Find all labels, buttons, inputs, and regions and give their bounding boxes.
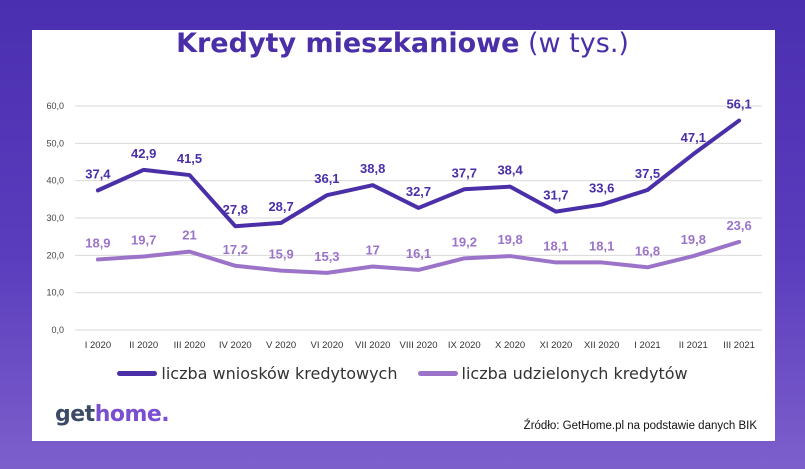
data-label: 37,5 bbox=[635, 166, 660, 181]
x-tick-label: XI 2020 bbox=[540, 340, 573, 351]
x-tick-label: III 2021 bbox=[723, 340, 755, 351]
y-tick-label: 30,0 bbox=[46, 213, 64, 223]
data-label: 23,6 bbox=[726, 218, 751, 233]
data-label: 15,3 bbox=[314, 249, 339, 264]
y-tick-label: 0,0 bbox=[51, 325, 64, 335]
x-tick-label: VIII 2020 bbox=[399, 340, 437, 351]
title-main: Kredyty mieszkaniowe bbox=[176, 28, 520, 59]
data-label: 37,7 bbox=[452, 165, 477, 180]
data-label: 18,1 bbox=[589, 238, 614, 253]
y-tick-label: 10,0 bbox=[46, 288, 64, 298]
gethome-logo: gethome. bbox=[55, 402, 170, 427]
data-label: 16,8 bbox=[635, 243, 660, 258]
title-unit: (w tys.) bbox=[527, 28, 629, 59]
data-label: 15,9 bbox=[268, 247, 293, 262]
y-tick-label: 60,0 bbox=[46, 101, 64, 111]
x-tick-label: III 2020 bbox=[174, 340, 206, 351]
data-label: 56,1 bbox=[726, 97, 751, 112]
legend: liczba wniosków kredytowych liczba udzie… bbox=[0, 364, 805, 383]
series-line-applications bbox=[95, 118, 742, 229]
x-tick-label: X 2020 bbox=[495, 340, 525, 351]
data-label: 21 bbox=[182, 228, 196, 243]
data-label: 17 bbox=[365, 243, 379, 258]
series-line-granted bbox=[95, 239, 742, 275]
data-label: 18,1 bbox=[543, 238, 568, 253]
x-tick-label: XII 2020 bbox=[584, 340, 619, 351]
data-label: 19,2 bbox=[452, 234, 477, 249]
x-tick-label: IV 2020 bbox=[219, 340, 252, 351]
legend-label-granted: liczba udzielonych kredytów bbox=[461, 364, 688, 383]
data-label: 36,1 bbox=[314, 171, 339, 186]
legend-label-applications: liczba wniosków kredytowych bbox=[161, 364, 398, 383]
data-label: 17,2 bbox=[223, 242, 248, 257]
source-note: Źródło: GetHome.pl na podstawie danych B… bbox=[523, 420, 757, 432]
data-label: 19,7 bbox=[131, 232, 156, 247]
y-tick-label: 40,0 bbox=[46, 176, 64, 186]
data-label: 27,8 bbox=[223, 202, 248, 217]
data-label: 37,4 bbox=[85, 166, 111, 181]
x-tick-label: V 2020 bbox=[266, 340, 296, 351]
x-tick-label: VI 2020 bbox=[311, 340, 344, 351]
data-label: 42,9 bbox=[131, 146, 156, 161]
y-tick-label: 20,0 bbox=[46, 250, 64, 260]
data-label: 16,1 bbox=[406, 246, 431, 261]
x-tick-label: IX 2020 bbox=[448, 340, 481, 351]
x-tick-label: VII 2020 bbox=[355, 340, 390, 351]
legend-item-granted: liczba udzielonych kredytów bbox=[417, 364, 688, 383]
legend-swatch-granted bbox=[417, 371, 458, 376]
data-label: 38,4 bbox=[497, 163, 523, 178]
x-tick-label: II 2021 bbox=[679, 340, 708, 351]
data-label: 18,9 bbox=[85, 235, 110, 250]
data-label: 32,7 bbox=[406, 184, 431, 199]
data-label: 47,1 bbox=[681, 130, 706, 145]
x-tick-label: II 2020 bbox=[129, 340, 158, 351]
chart-title: Kredyty mieszkaniowe (w tys.) bbox=[0, 28, 805, 59]
data-label: 38,8 bbox=[360, 161, 385, 176]
y-tick-label: 50,0 bbox=[46, 138, 64, 148]
data-label: 28,7 bbox=[268, 199, 293, 214]
legend-item-applications: liczba wniosków kredytowych bbox=[117, 364, 398, 383]
data-label: 41,5 bbox=[177, 151, 202, 166]
x-tick-label: I 2021 bbox=[634, 340, 660, 351]
data-label: 19,8 bbox=[681, 232, 706, 247]
data-label: 19,8 bbox=[497, 232, 522, 247]
data-label: 33,6 bbox=[589, 181, 614, 196]
legend-swatch-applications bbox=[117, 371, 158, 376]
x-tick-label: I 2020 bbox=[85, 340, 111, 351]
data-label: 31,7 bbox=[543, 188, 568, 203]
